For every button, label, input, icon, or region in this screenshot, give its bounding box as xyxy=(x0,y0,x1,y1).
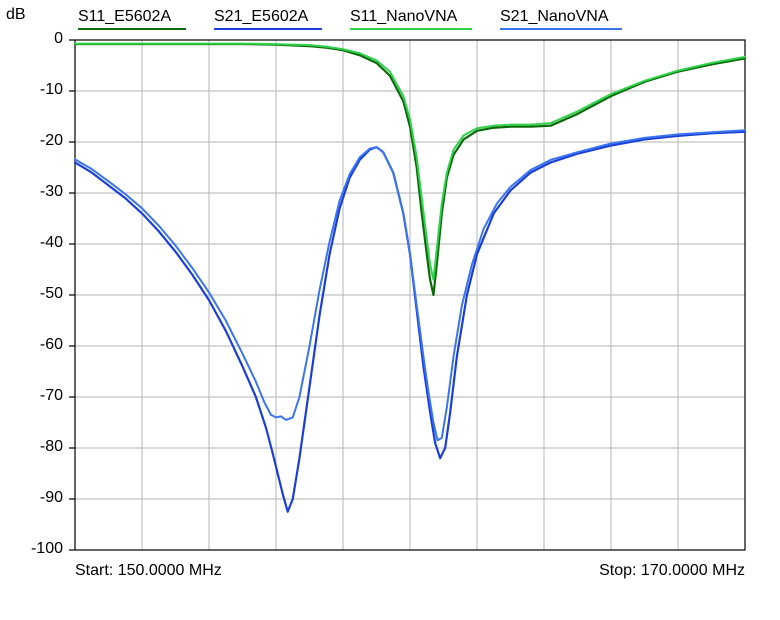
y-tick-label: -60 xyxy=(0,336,63,354)
y-tick-label: -10 xyxy=(0,81,63,99)
y-tick-label: -40 xyxy=(0,234,63,252)
legend: S11_E5602A S21_E5602A S11_NanoVNA S21_NanoV… xyxy=(78,8,622,30)
y-tick-label: 0 xyxy=(0,30,63,48)
chart-plot-area xyxy=(0,0,780,620)
y-axis-title: dB xyxy=(6,6,26,24)
y-tick-label: -30 xyxy=(0,183,63,201)
legend-swatch xyxy=(214,28,322,30)
y-tick-label: -80 xyxy=(0,438,63,456)
legend-item: S11_E5602A xyxy=(78,8,186,30)
legend-label: S21_NanoVNA xyxy=(500,8,609,26)
x-axis-stop-label: Stop: 170.0000 MHz xyxy=(495,562,745,580)
y-tick-label: -20 xyxy=(0,132,63,150)
legend-item: S21_NanoVNA xyxy=(500,8,622,30)
y-tick-label: -50 xyxy=(0,285,63,303)
legend-label: S11_NanoVNA xyxy=(350,8,457,26)
legend-swatch xyxy=(500,28,622,30)
y-tick-label: -90 xyxy=(0,489,63,507)
legend-swatch xyxy=(350,28,472,30)
legend-item: S11_NanoVNA xyxy=(350,8,472,30)
legend-item: S21_E5602A xyxy=(214,8,322,30)
vna-chart: dB S11_E5602A S21_E5602A S11_NanoVNA S21_Na… xyxy=(0,0,780,620)
legend-swatch xyxy=(78,28,186,30)
legend-label: S11_E5602A xyxy=(78,8,171,26)
x-axis-start-label: Start: 150.0000 MHz xyxy=(75,562,325,580)
y-tick-label: -100 xyxy=(0,540,63,558)
y-tick-label: -70 xyxy=(0,387,63,405)
legend-label: S21_E5602A xyxy=(214,8,308,26)
